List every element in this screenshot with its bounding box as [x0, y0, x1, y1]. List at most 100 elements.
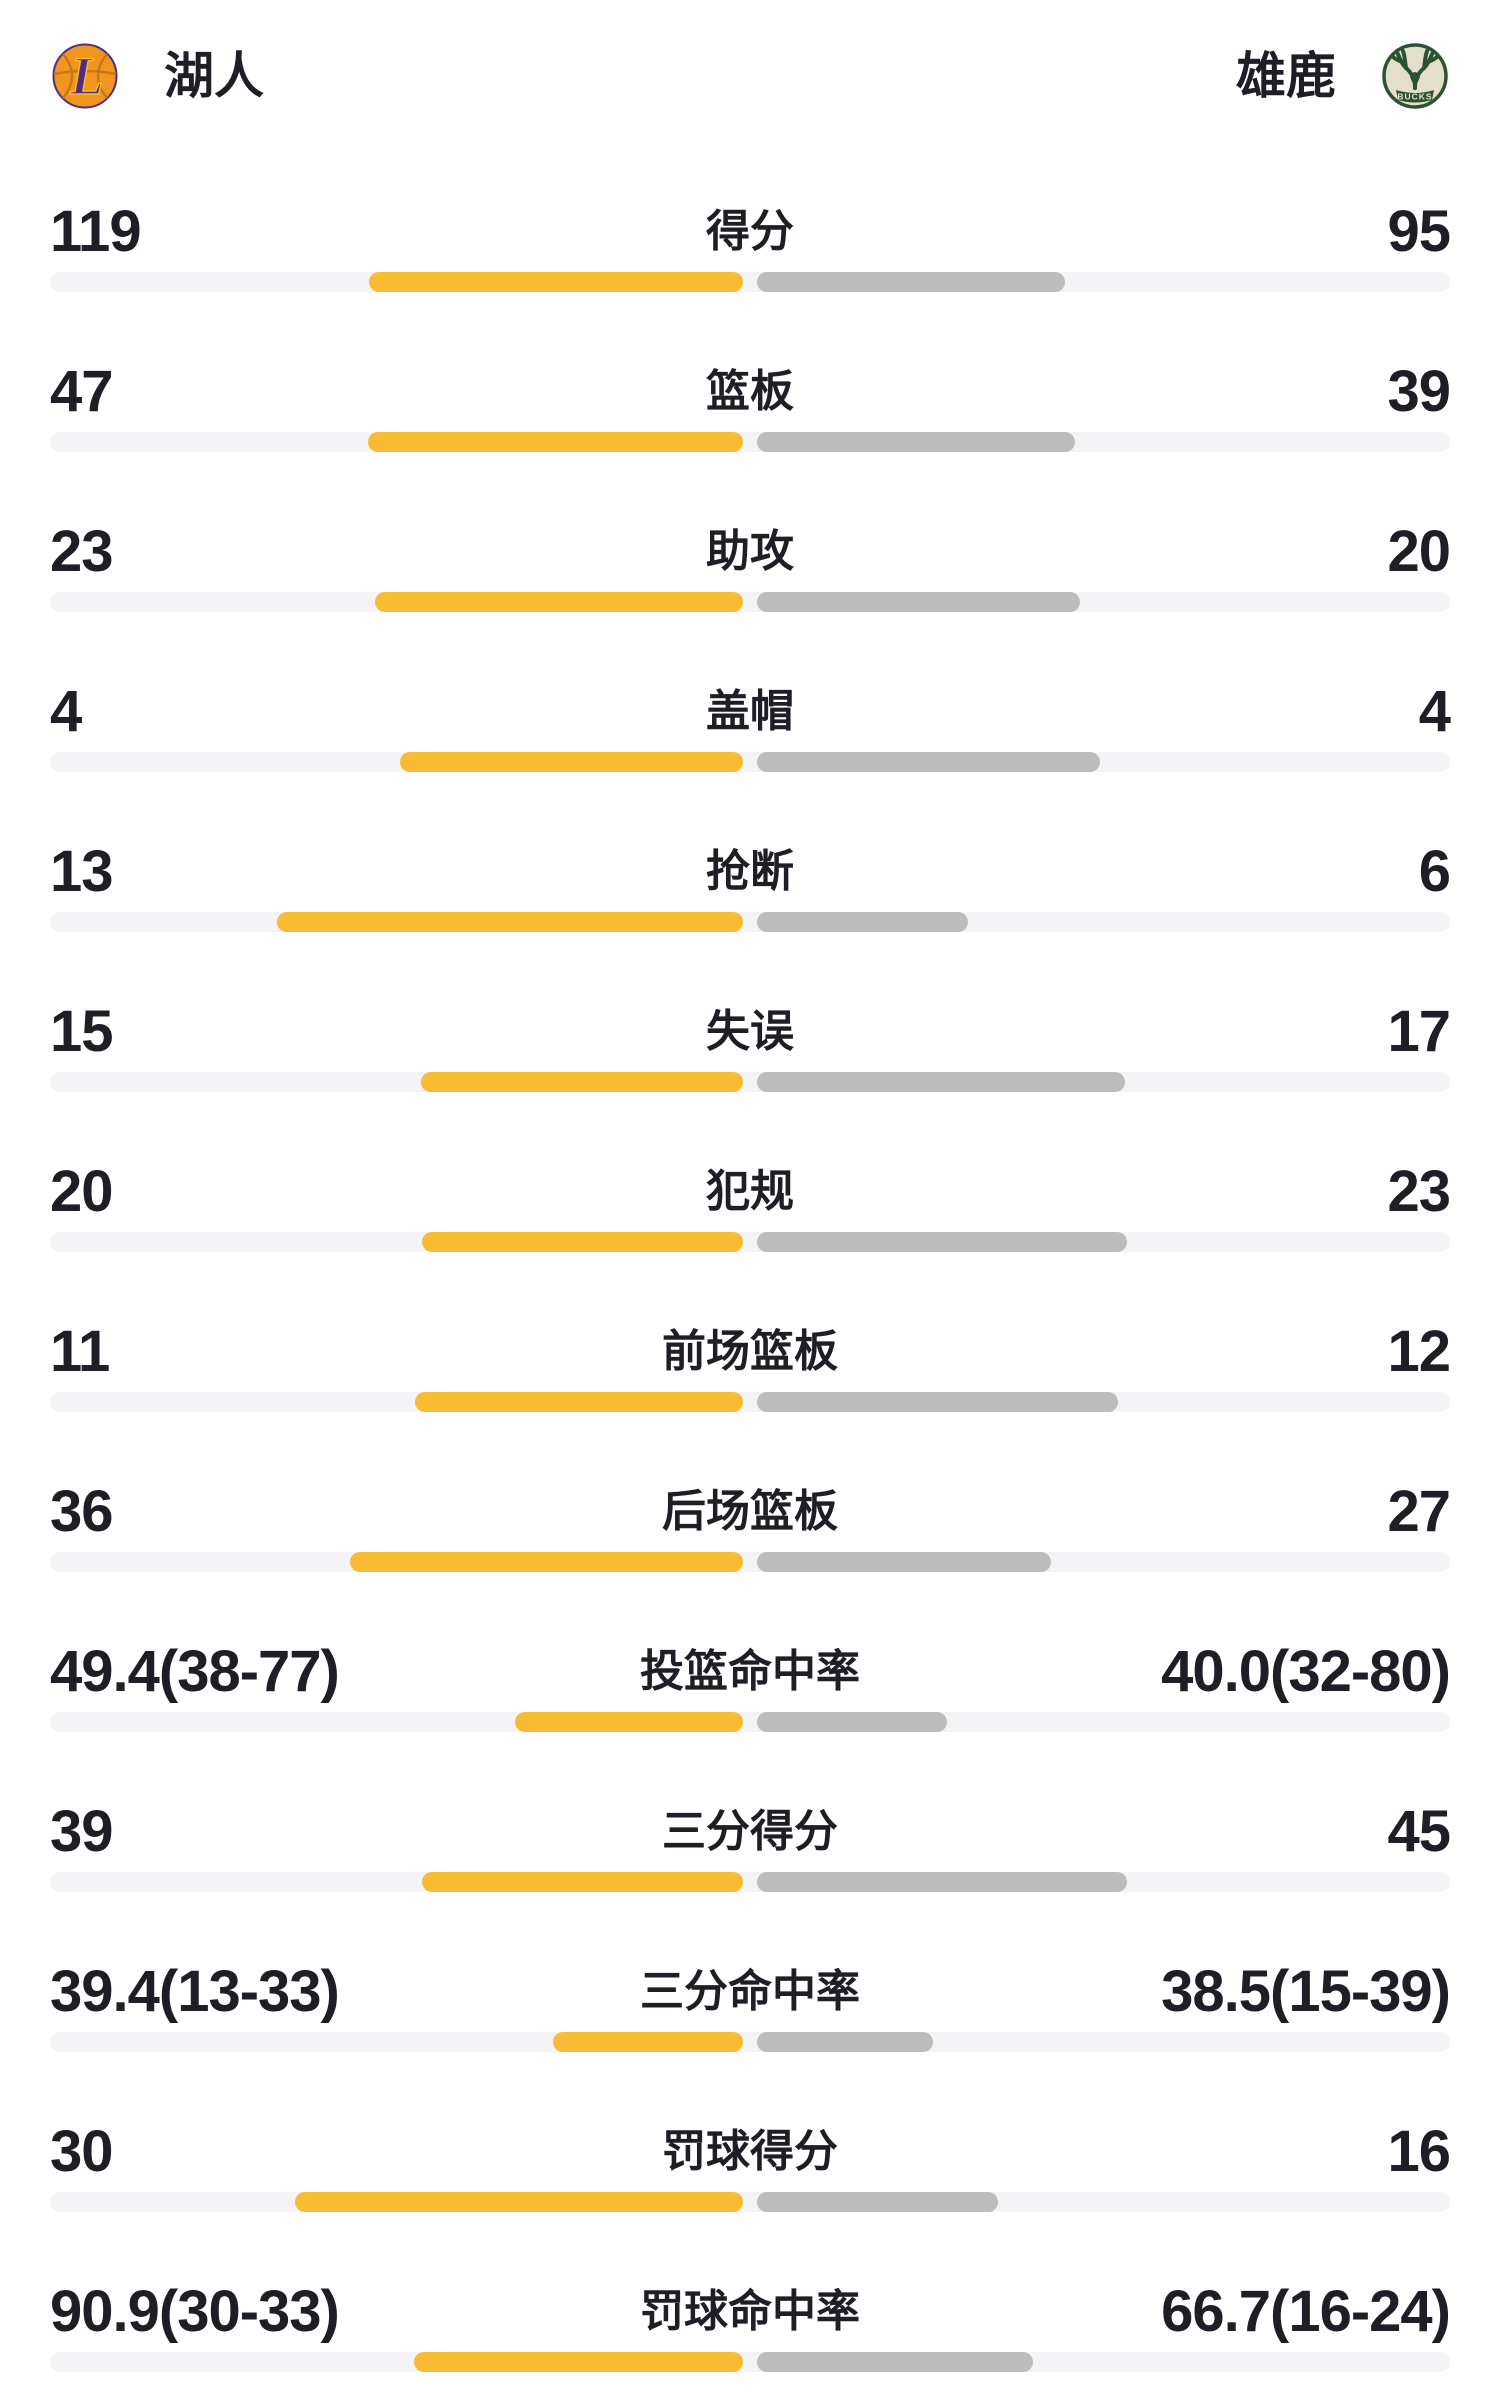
stat-row: 47 篮板 39	[50, 350, 1451, 510]
away-bar	[757, 1552, 1051, 1572]
stat-row: 30 罚球得分 16	[50, 2110, 1451, 2270]
away-bar	[757, 2192, 998, 2212]
stat-label: 犯规	[706, 1167, 794, 1216]
away-bar	[757, 752, 1100, 772]
away-team-header: 雄鹿 BUCKS	[1236, 41, 1450, 111]
bar-track	[50, 2192, 1450, 2212]
home-value: 47	[50, 359, 114, 424]
away-value: 40.0(32-80)	[1161, 1639, 1451, 1704]
home-bar	[422, 1232, 743, 1252]
bucks-logo-icon: BUCKS	[1380, 41, 1450, 111]
away-bar	[757, 1232, 1127, 1252]
stat-label: 投篮命中率	[640, 1647, 860, 1696]
lakers-logo-icon: L	[50, 41, 120, 111]
away-value: 27	[1387, 1479, 1451, 1544]
home-bar	[400, 752, 743, 772]
stat-label: 抢断	[706, 847, 794, 896]
home-value: 49.4(38-77)	[50, 1639, 340, 1704]
stat-label: 罚球得分	[662, 2127, 838, 2176]
stat-row: 39.4(13-33) 三分命中率 38.5(15-39)	[50, 1950, 1451, 2110]
stat-line: 15 失误 17	[50, 999, 1451, 1064]
stat-line: 30 罚球得分 16	[50, 2119, 1451, 2184]
home-bar	[374, 592, 743, 612]
away-value: 17	[1387, 999, 1451, 1064]
home-value: 39	[50, 1799, 114, 1864]
stat-label: 助攻	[706, 527, 794, 576]
stat-row: 39 三分得分 45	[50, 1790, 1451, 1950]
lakers-logo-letter: L	[70, 46, 104, 106]
away-bar	[757, 1872, 1127, 1892]
bar-track	[50, 1552, 1450, 1572]
stat-label: 前场篮板	[662, 1327, 838, 1376]
bar-track	[50, 432, 1450, 452]
away-value: 66.7(16-24)	[1161, 2279, 1451, 2344]
bar-track	[50, 1392, 1450, 1412]
stat-label: 三分命中率	[640, 1967, 860, 2016]
home-bar	[414, 2352, 743, 2372]
bar-track	[50, 1072, 1450, 1092]
bar-track	[50, 752, 1450, 772]
home-bar	[421, 1072, 743, 1092]
bar-track	[50, 1232, 1450, 1252]
away-team-name: 雄鹿	[1236, 48, 1336, 104]
stat-line: 39 三分得分 45	[50, 1799, 1451, 1864]
home-bar	[369, 272, 743, 292]
home-bar	[514, 1712, 743, 1732]
away-value: 38.5(15-39)	[1161, 1959, 1451, 2024]
stat-row: 4 盖帽 4	[50, 670, 1451, 830]
stat-label: 三分得分	[662, 1807, 838, 1856]
home-value: 15	[50, 999, 114, 1064]
stat-row: 23 助攻 20	[50, 510, 1451, 670]
bar-track	[50, 912, 1450, 932]
home-value: 11	[50, 1319, 110, 1384]
home-value: 4	[50, 679, 82, 744]
away-bar	[757, 272, 1065, 292]
home-value: 119	[50, 199, 142, 264]
bar-track	[50, 1872, 1450, 1892]
away-bar	[757, 1072, 1126, 1092]
stat-line: 11 前场篮板 12	[50, 1319, 1451, 1384]
bar-track	[50, 272, 1450, 292]
home-value: 90.9(30-33)	[50, 2279, 340, 2344]
stat-row: 36 后场篮板 27	[50, 1470, 1451, 1630]
home-team-name: 湖人	[164, 48, 264, 104]
away-value: 95	[1387, 199, 1451, 264]
bar-track	[50, 2032, 1450, 2052]
home-value: 13	[50, 839, 114, 904]
home-team-header: L 湖人	[50, 41, 264, 111]
stat-row: 20 犯规 23	[50, 1150, 1451, 1310]
stat-label: 盖帽	[706, 687, 794, 736]
stat-line: 4 盖帽 4	[50, 679, 1451, 744]
home-bar	[349, 1552, 743, 1572]
away-bar	[757, 2032, 934, 2052]
stat-line: 39.4(13-33) 三分命中率 38.5(15-39)	[50, 1959, 1451, 2024]
bucks-banner-label: BUCKS	[1397, 92, 1432, 102]
home-bar	[367, 432, 743, 452]
stat-line: 36 后场篮板 27	[50, 1479, 1451, 1544]
away-value: 45	[1387, 1799, 1451, 1864]
stat-label: 得分	[706, 207, 794, 256]
stat-label: 失误	[706, 1007, 794, 1056]
stat-line: 119 得分 95	[50, 199, 1451, 264]
stat-line: 47 篮板 39	[50, 359, 1451, 424]
home-bar	[422, 1872, 743, 1892]
away-bar	[757, 2352, 1033, 2372]
away-bar	[757, 1712, 948, 1732]
stat-line: 49.4(38-77) 投篮命中率 40.0(32-80)	[50, 1639, 1451, 1704]
home-value: 20	[50, 1159, 114, 1224]
stat-label: 后场篮板	[662, 1487, 838, 1536]
stat-row: 11 前场篮板 12	[50, 1310, 1451, 1470]
bar-track	[50, 1712, 1450, 1732]
header: L 湖人 雄鹿	[50, 0, 1450, 124]
away-value: 20	[1387, 519, 1451, 584]
home-bar	[295, 2192, 743, 2212]
stat-row: 49.4(38-77) 投篮命中率 40.0(32-80)	[50, 1630, 1451, 1790]
away-value: 12	[1387, 1319, 1451, 1384]
bar-track	[50, 2352, 1450, 2372]
away-value: 39	[1387, 359, 1451, 424]
home-bar	[276, 912, 743, 932]
away-bar	[757, 912, 969, 932]
stat-label: 篮板	[706, 367, 794, 416]
away-value: 16	[1387, 2119, 1451, 2184]
